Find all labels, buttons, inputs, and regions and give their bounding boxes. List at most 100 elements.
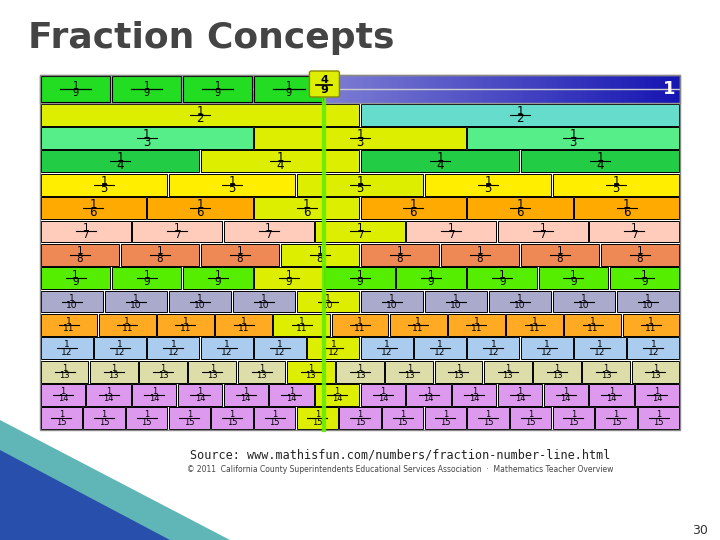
Bar (505, 75, 508, 103)
Bar (667, 75, 670, 103)
Text: 10: 10 (514, 301, 526, 310)
Bar (41, 291, 103, 313)
Text: 0: 0 (45, 80, 58, 98)
Text: 1: 1 (210, 363, 215, 373)
Bar (297, 174, 423, 195)
Text: 7: 7 (356, 231, 364, 240)
Text: 14: 14 (469, 394, 480, 403)
Bar (151, 75, 153, 103)
Bar (407, 220, 496, 242)
Text: 10: 10 (450, 301, 462, 310)
Bar (533, 361, 581, 382)
Text: 2: 2 (516, 112, 523, 125)
Text: 10: 10 (642, 301, 654, 310)
Bar (447, 75, 450, 103)
Text: 7: 7 (539, 231, 546, 240)
Bar (612, 75, 614, 103)
Bar (415, 75, 418, 103)
Text: 1: 1 (648, 317, 654, 326)
Bar (158, 75, 160, 103)
Text: 9: 9 (73, 88, 78, 98)
Bar (420, 75, 423, 103)
Text: 6: 6 (623, 206, 631, 219)
Bar (336, 361, 384, 382)
Text: 8: 8 (557, 254, 563, 264)
Bar (678, 75, 680, 103)
Bar (41, 407, 82, 429)
Bar (511, 75, 514, 103)
Text: 11: 11 (180, 325, 192, 333)
Bar (339, 407, 381, 429)
Text: 1: 1 (240, 317, 246, 326)
Bar (477, 75, 480, 103)
Bar (469, 75, 472, 103)
Text: 15: 15 (611, 418, 621, 427)
Bar (452, 384, 496, 406)
Bar (269, 75, 271, 103)
Text: 8: 8 (636, 254, 643, 264)
Bar (435, 361, 482, 382)
Bar (654, 75, 657, 103)
Text: 1: 1 (596, 151, 604, 164)
Text: 1: 1 (315, 410, 320, 420)
Bar (369, 75, 372, 103)
Text: 8: 8 (397, 254, 403, 264)
Text: 1: 1 (72, 269, 79, 280)
Text: 4: 4 (276, 159, 284, 172)
Bar (283, 75, 286, 103)
Text: 1: 1 (472, 387, 477, 396)
Bar (262, 75, 264, 103)
Bar (297, 407, 338, 429)
Bar (361, 197, 466, 219)
Bar (617, 291, 679, 313)
Bar (539, 267, 608, 289)
Text: 1: 1 (516, 105, 523, 118)
Bar (41, 361, 89, 382)
Bar (482, 75, 485, 103)
Text: 1: 1 (474, 317, 480, 326)
Bar (287, 361, 335, 382)
Bar (104, 291, 167, 313)
Text: 5: 5 (485, 183, 492, 195)
Text: 14: 14 (560, 394, 571, 403)
Text: Fraction Concepts: Fraction Concepts (28, 21, 395, 55)
Text: 1: 1 (111, 363, 117, 373)
Bar (264, 75, 266, 103)
Text: 1: 1 (428, 269, 434, 280)
Bar (41, 220, 130, 242)
Bar (189, 75, 192, 103)
Bar (202, 75, 204, 103)
Bar (140, 75, 143, 103)
Text: 1: 1 (656, 410, 661, 420)
Bar (168, 75, 171, 103)
Bar (506, 314, 563, 336)
Text: 1: 1 (443, 410, 448, 420)
Text: 1: 1 (505, 363, 510, 373)
Text: 7: 7 (82, 231, 89, 240)
Bar (356, 75, 359, 103)
Bar (179, 75, 181, 103)
Bar (126, 407, 167, 429)
Text: 1: 1 (356, 223, 364, 233)
Bar (258, 75, 260, 103)
Text: 15: 15 (654, 418, 664, 427)
Text: 1: 1 (276, 151, 284, 164)
Bar (40, 75, 680, 103)
Bar (194, 75, 197, 103)
Bar (224, 384, 268, 406)
Bar (460, 75, 463, 103)
Bar (582, 361, 630, 382)
Bar (364, 75, 367, 103)
Bar (212, 407, 253, 429)
Bar (200, 75, 202, 103)
Bar (650, 75, 653, 103)
Bar (574, 197, 679, 219)
Text: 1: 1 (89, 198, 97, 211)
Bar (599, 75, 602, 103)
Bar (130, 75, 132, 103)
Text: 15: 15 (440, 418, 451, 427)
Bar (138, 75, 141, 103)
Bar (435, 75, 437, 103)
Bar (189, 361, 236, 382)
Bar (544, 75, 546, 103)
